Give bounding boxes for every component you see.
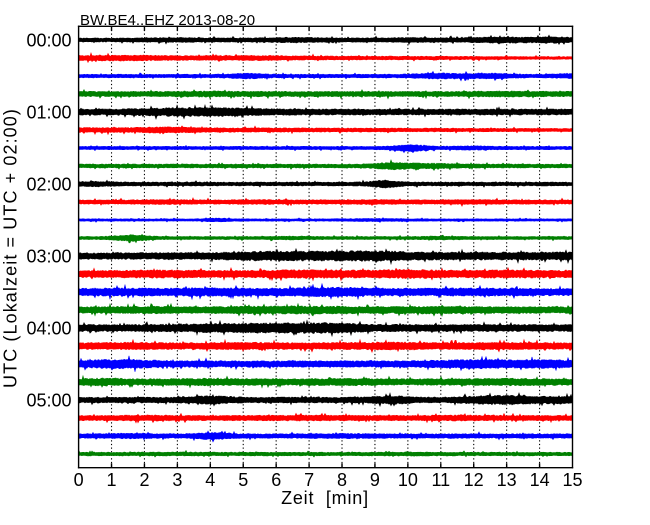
svg-text:15: 15 xyxy=(562,470,582,490)
svg-text:Zeit [min]: Zeit [min] xyxy=(281,488,369,508)
svg-text:6: 6 xyxy=(271,470,281,490)
svg-text:04:00: 04:00 xyxy=(26,319,71,339)
svg-text:14: 14 xyxy=(530,470,550,490)
svg-text:13: 13 xyxy=(497,470,517,490)
svg-text:2: 2 xyxy=(139,470,149,490)
svg-text:05:00: 05:00 xyxy=(26,391,71,411)
svg-text:0: 0 xyxy=(74,470,84,490)
svg-text:7: 7 xyxy=(304,470,314,490)
svg-text:00:00: 00:00 xyxy=(26,31,71,51)
svg-text:9: 9 xyxy=(370,470,380,490)
svg-text:03:00: 03:00 xyxy=(26,247,71,267)
svg-text:12: 12 xyxy=(464,470,484,490)
svg-text:3: 3 xyxy=(172,470,182,490)
svg-text:BW.BE4..EHZ 2013-08-20: BW.BE4..EHZ 2013-08-20 xyxy=(80,12,255,29)
svg-text:UTC (Lokalzeit = UTC + 02:00): UTC (Lokalzeit = UTC + 02:00) xyxy=(1,108,21,388)
svg-text:02:00: 02:00 xyxy=(26,175,71,195)
svg-text:1: 1 xyxy=(106,470,116,490)
svg-text:01:00: 01:00 xyxy=(26,103,71,123)
svg-text:4: 4 xyxy=(205,470,215,490)
svg-text:8: 8 xyxy=(337,470,347,490)
svg-text:10: 10 xyxy=(398,470,418,490)
svg-text:11: 11 xyxy=(431,470,450,490)
svg-text:5: 5 xyxy=(238,470,248,490)
